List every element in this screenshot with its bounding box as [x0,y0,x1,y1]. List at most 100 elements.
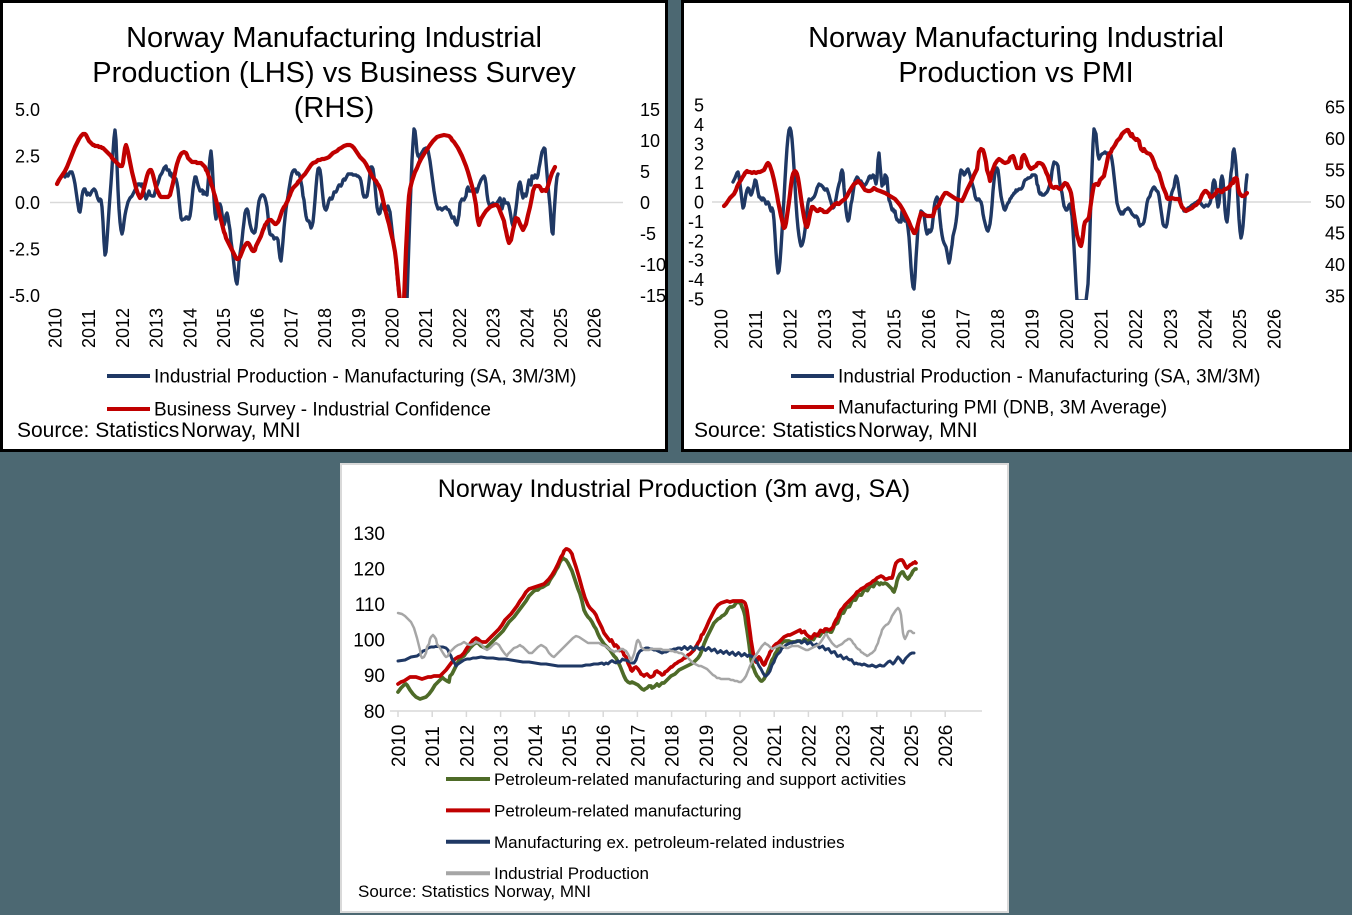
svg-text:-1: -1 [688,212,704,232]
svg-text:2018: 2018 [663,725,684,767]
svg-text:2012: 2012 [457,725,478,767]
svg-text:2020: 2020 [383,308,403,348]
svg-text:Norway Manufacturing Industria: Norway Manufacturing Industrial [126,22,542,54]
svg-text:2016: 2016 [594,725,615,767]
svg-text:2023: 2023 [1161,309,1181,349]
svg-text:-2: -2 [688,231,704,251]
svg-text:2017: 2017 [281,308,301,348]
svg-text:-10: -10 [640,255,666,275]
svg-text:Source: Statistics Norway, MNI: Source: Statistics Norway, MNI [694,419,978,442]
svg-text:Norway Industrial Production (: Norway Industrial Production (3m avg, SA… [438,475,910,503]
svg-text:Industrial Production - Manufa: Industrial Production - Manufacturing (S… [154,367,576,388]
svg-text:110: 110 [355,595,385,616]
svg-text:2016: 2016 [919,309,939,349]
svg-text:2013: 2013 [147,308,167,348]
svg-text:2022: 2022 [799,725,820,767]
svg-text:2025: 2025 [902,725,923,767]
svg-text:2026: 2026 [936,725,957,767]
svg-text:5: 5 [640,162,650,182]
svg-text:Manufacturing PMI (DNB, 3M Ave: Manufacturing PMI (DNB, 3M Average) [838,398,1167,419]
svg-text:2010: 2010 [389,725,410,767]
svg-text:1: 1 [694,173,704,193]
svg-text:Industrial Production: Industrial Production [494,864,649,883]
svg-text:2013: 2013 [815,309,835,349]
svg-text:2014: 2014 [850,309,870,349]
svg-text:2021: 2021 [416,308,436,348]
svg-text:2023: 2023 [484,308,504,348]
svg-text:2023: 2023 [834,725,855,767]
svg-text:2011: 2011 [423,726,444,767]
svg-text:2012: 2012 [781,309,801,349]
svg-text:2021: 2021 [765,725,786,767]
svg-text:2019: 2019 [697,725,718,767]
svg-text:2022: 2022 [450,308,470,348]
svg-text:2010: 2010 [712,309,732,349]
svg-text:2021: 2021 [1092,309,1112,349]
svg-text:Production vs PMI: Production vs PMI [898,57,1133,89]
svg-text:-15: -15 [640,286,666,306]
svg-text:0.0: 0.0 [15,193,40,213]
svg-text:2024: 2024 [517,308,537,348]
svg-text:(RHS): (RHS) [294,92,375,124]
svg-text:2026: 2026 [585,308,605,348]
svg-text:2: 2 [694,154,704,174]
svg-text:2011: 2011 [79,309,99,348]
svg-text:60: 60 [1325,129,1345,149]
svg-text:2014: 2014 [180,308,200,348]
svg-text:55: 55 [1325,161,1345,181]
svg-text:2018: 2018 [988,309,1008,349]
svg-text:5.0: 5.0 [15,100,40,120]
svg-text:10: 10 [640,131,660,151]
svg-text:2012: 2012 [113,308,133,348]
svg-text:2015: 2015 [214,308,234,348]
svg-text:Petroleum-related manufacturin: Petroleum-related manufacturing [494,801,742,820]
svg-text:Production (LHS) vs Business S: Production (LHS) vs Business Survey [92,57,576,89]
svg-text:45: 45 [1325,224,1345,244]
svg-text:-2.5: -2.5 [9,240,40,260]
svg-text:2020: 2020 [1057,309,1077,349]
svg-text:Norway Manufacturing Industria: Norway Manufacturing Industrial [808,22,1224,54]
svg-text:2018: 2018 [315,308,335,348]
svg-text:Source: Statistics Norway, MNI: Source: Statistics Norway, MNI [17,419,301,442]
svg-text:100: 100 [353,631,385,652]
svg-text:2013: 2013 [492,725,513,767]
svg-text:2017: 2017 [953,309,973,349]
svg-text:2.5: 2.5 [15,147,40,167]
svg-text:-5: -5 [640,224,656,244]
svg-text:2017: 2017 [628,725,649,767]
svg-text:-3: -3 [688,251,704,271]
svg-text:2019: 2019 [1023,309,1043,349]
svg-text:130: 130 [353,524,385,545]
svg-text:Manufacturing ex. petroleum-re: Manufacturing ex. petroleum-related indu… [494,833,845,852]
svg-text:Petroleum-related manufacturin: Petroleum-related manufacturing and supp… [494,770,906,789]
svg-text:2011: 2011 [746,310,766,349]
svg-text:5: 5 [694,96,704,116]
svg-text:15: 15 [640,100,660,120]
svg-text:-4: -4 [688,270,704,290]
svg-text:90: 90 [364,666,385,687]
svg-text:2016: 2016 [248,308,268,348]
svg-text:2015: 2015 [560,725,581,767]
svg-text:50: 50 [1325,192,1345,212]
svg-text:0: 0 [640,193,650,213]
svg-text:2010: 2010 [46,308,66,348]
svg-text:2020: 2020 [731,725,752,767]
svg-text:2025: 2025 [551,308,571,348]
svg-text:2026: 2026 [1264,309,1284,349]
svg-text:Source: Statistics Norway, MNI: Source: Statistics Norway, MNI [358,882,591,901]
svg-text:4: 4 [694,115,704,135]
svg-text:35: 35 [1325,287,1345,307]
svg-text:2019: 2019 [349,308,369,348]
svg-text:80: 80 [364,702,385,723]
svg-text:Business Survey - Industrial C: Business Survey - Industrial Confidence [154,400,491,421]
svg-text:2025: 2025 [1230,309,1250,349]
svg-text:2015: 2015 [884,309,904,349]
svg-text:2022: 2022 [1126,309,1146,349]
svg-text:-5.0: -5.0 [9,286,40,306]
svg-text:2024: 2024 [868,724,889,767]
svg-text:65: 65 [1325,98,1345,118]
svg-text:3: 3 [694,134,704,154]
svg-text:120: 120 [353,559,385,580]
svg-text:Industrial Production - Manufa: Industrial Production - Manufacturing (S… [838,367,1260,388]
svg-text:2014: 2014 [526,724,547,767]
